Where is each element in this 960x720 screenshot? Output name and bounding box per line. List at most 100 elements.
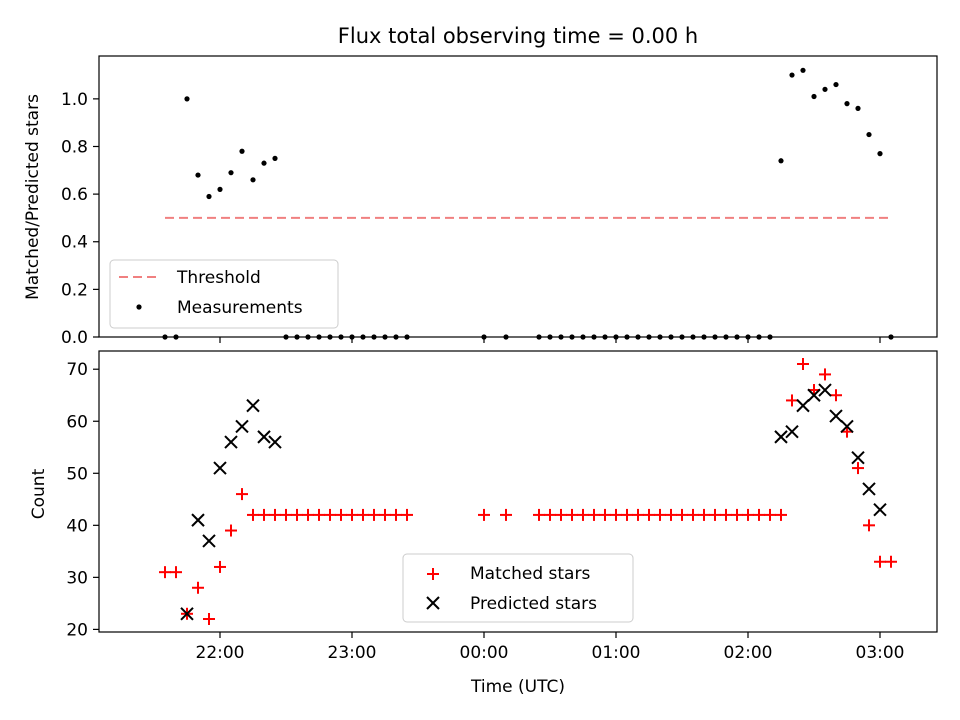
- matched-star-point: [742, 508, 754, 521]
- measurement-point: [217, 186, 223, 192]
- matched-star-point: [544, 508, 556, 521]
- matched-star-point: [258, 508, 270, 521]
- matched-star-point: [566, 508, 578, 521]
- ratio-y-axis: 0.0 0.2 0.4 0.6 0.8 1.0: [61, 90, 99, 348]
- legend-measurements-label: Measurements: [177, 298, 303, 318]
- matched-star-point: [885, 555, 897, 568]
- matched-star-point: [665, 508, 677, 521]
- measurement-point: [866, 131, 872, 138]
- count-panel: 20 30 40 50 60 70 22:00 23:00 00:00 01:00 02:00 03…: [29, 350, 938, 697]
- matched-star-point: [797, 358, 809, 371]
- predicted-star-point: [840, 419, 854, 434]
- count-plot-marks: [159, 358, 897, 625]
- measurement-point: [877, 151, 883, 157]
- ratio-y-tick-label: 0.8: [61, 137, 88, 157]
- matched-star-point: [687, 508, 699, 521]
- legend-threshold-label: Threshold: [176, 268, 261, 288]
- predicted-star-point: [224, 435, 238, 449]
- ratio-y-tick-label: 0.0: [61, 328, 88, 348]
- matched-star-point: [379, 508, 391, 521]
- matched-star-point: [621, 508, 633, 521]
- ratio-y-tick-label: 0.4: [61, 233, 88, 253]
- predicted-star-point: [191, 513, 205, 527]
- measurement-point: [228, 170, 234, 176]
- measurement-point: [195, 172, 201, 178]
- ratio-plot-marks: [162, 67, 894, 340]
- x-axis-label: Time (UTC): [470, 677, 565, 697]
- count-y-axis-label: Count: [29, 468, 49, 519]
- x-tick-label: 22:00: [196, 643, 245, 663]
- matched-star-point: [676, 508, 688, 521]
- matched-star-point: [236, 488, 248, 501]
- matched-star-point: [698, 508, 710, 521]
- matched-star-point: [775, 508, 787, 521]
- predicted-star-point: [202, 534, 216, 548]
- ratio-y-tick-label: 0.2: [61, 280, 88, 300]
- measurement-point: [239, 148, 245, 154]
- ratio-panel: 0.0 0.2 0.4 0.6 0.8 1.0 Matched/Predicted sta…: [23, 55, 938, 348]
- predicted-star-point: [785, 424, 799, 439]
- matched-star-point: [214, 560, 226, 573]
- count-y-tick-label: 40: [66, 516, 88, 536]
- legend-matched-label: Matched stars: [470, 564, 590, 584]
- matched-star-point: [863, 519, 875, 532]
- matched-star-point: [709, 508, 721, 521]
- predicted-star-point: [818, 383, 832, 397]
- measurement-point: [822, 86, 828, 92]
- matched-star-point: [753, 508, 765, 521]
- legend-matched-marker: [427, 568, 439, 580]
- ratio-plot-frame: [98, 55, 938, 338]
- predicted-star-point: [807, 388, 821, 402]
- matched-star-point: [874, 555, 886, 568]
- count-y-axis: 20 30 40 50 60 70: [66, 360, 99, 640]
- measurement-point: [206, 193, 212, 200]
- ratio-y-axis-label: Matched/Predicted stars: [23, 94, 43, 300]
- matched-star-point: [368, 508, 380, 521]
- matched-star-point: [291, 508, 303, 521]
- measurement-point: [184, 96, 190, 102]
- matched-star-point: [346, 508, 358, 521]
- matched-star-point: [610, 508, 622, 521]
- measurement-point: [800, 67, 806, 73]
- ratio-y-tick-label: 1.0: [61, 90, 88, 110]
- count-legend-box: [402, 553, 634, 623]
- measurement-point: [778, 158, 784, 164]
- x-tick-label: 03:00: [856, 643, 905, 663]
- ratio-legend-box: [109, 259, 339, 329]
- matched-star-point: [357, 508, 369, 521]
- predicted-star-point: [862, 482, 876, 496]
- matched-star-point: [830, 389, 842, 402]
- matched-star-point: [302, 508, 314, 521]
- measurement-point: [811, 93, 817, 100]
- matched-star-point: [720, 508, 732, 521]
- legend-predicted-label: Predicted stars: [470, 594, 597, 614]
- x-tick-label: 01:00: [592, 643, 641, 663]
- measurement-point: [833, 81, 839, 88]
- predicted-star-point: [180, 607, 194, 621]
- matched-star-point: [852, 462, 864, 475]
- legend-measurement-dot: [136, 304, 142, 310]
- x-tick-label: 23:00: [328, 643, 377, 663]
- ratio-y-tick-label: 0.6: [61, 185, 88, 205]
- matched-star-point: [203, 612, 215, 625]
- count-y-tick-label: 20: [66, 620, 88, 640]
- predicted-star-point: [268, 435, 282, 449]
- matched-star-point: [192, 581, 204, 594]
- predicted-star-point: [796, 398, 810, 413]
- count-legend: Matched stars Predicted stars: [402, 553, 634, 623]
- matched-star-point: [313, 508, 325, 521]
- count-y-tick-label: 70: [66, 360, 88, 380]
- predicted-star-point: [246, 398, 260, 413]
- predicted-star-point: [851, 450, 865, 465]
- measurement-point: [844, 101, 850, 107]
- matched-star-point: [632, 508, 644, 521]
- x-tick-label: 00:00: [460, 643, 509, 663]
- matched-star-point: [643, 508, 655, 521]
- count-y-tick-label: 50: [66, 464, 88, 484]
- matched-star-point: [599, 508, 611, 521]
- matched-star-point: [390, 508, 402, 521]
- ratio-legend: Threshold Measurements: [109, 259, 339, 329]
- matched-star-point: [269, 508, 281, 521]
- measurement-point: [789, 72, 795, 78]
- count-plot-frame: [98, 350, 938, 633]
